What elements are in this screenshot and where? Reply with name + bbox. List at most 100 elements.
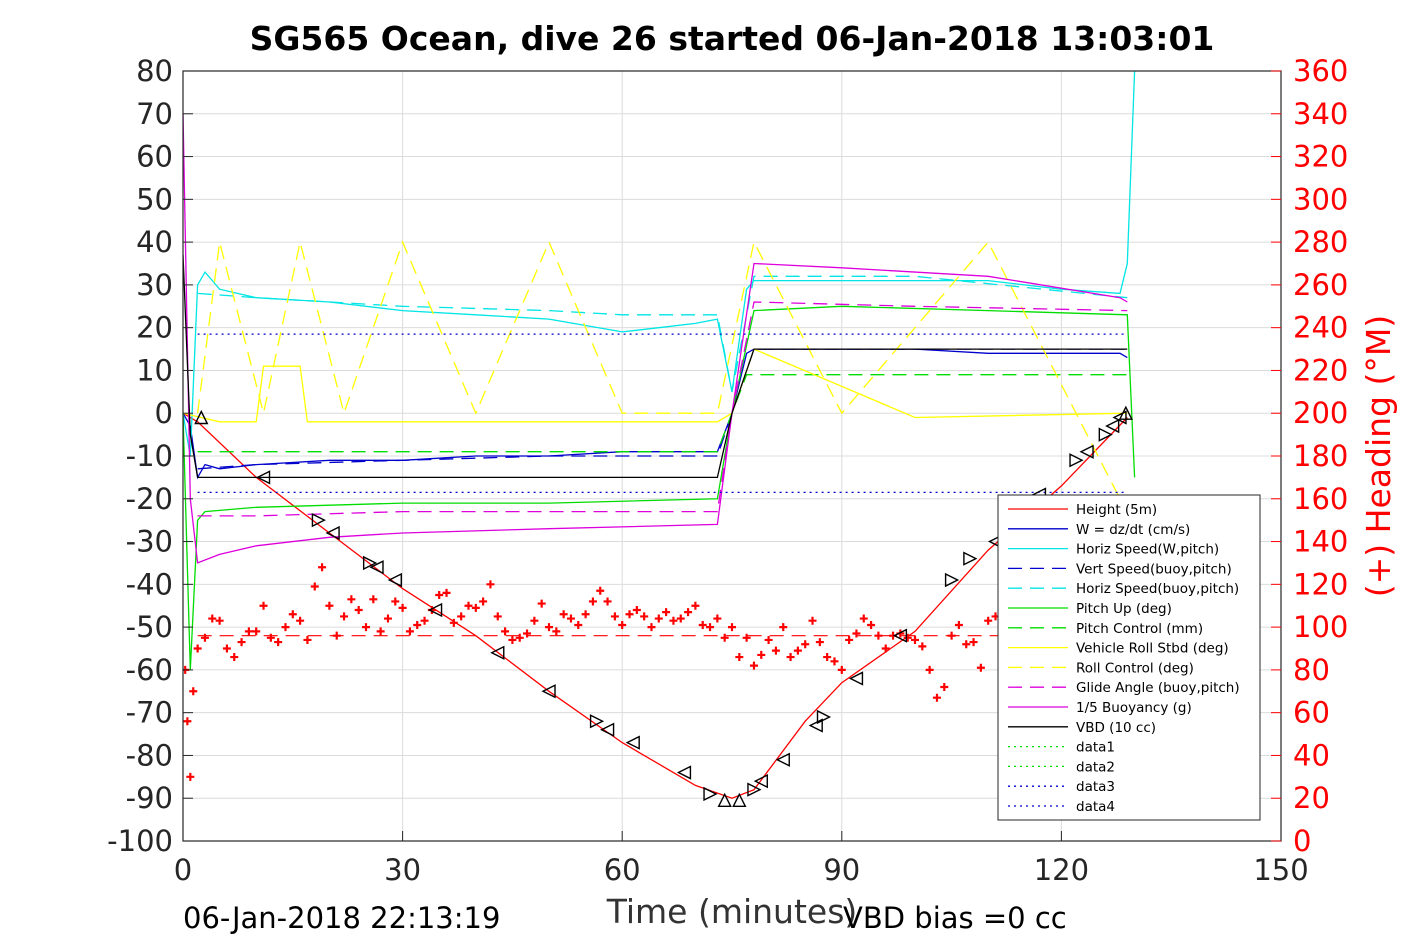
legend-label: Pitch Up (deg)	[1076, 601, 1172, 617]
heading-marker	[984, 616, 993, 625]
heading-marker	[405, 627, 414, 636]
heading-marker	[647, 623, 656, 632]
x-tick-label: 120	[1034, 853, 1089, 887]
y-tick-label: -60	[126, 653, 173, 687]
heading-marker	[347, 595, 356, 604]
vertex-marker-left	[599, 722, 615, 737]
heading-marker	[618, 620, 627, 629]
y-right-tick-label: 220	[1293, 353, 1348, 387]
series-line-8	[196, 240, 1121, 500]
x-axis-label: Time (minutes)	[606, 892, 858, 931]
y-tick-label: 40	[136, 225, 173, 259]
heading-marker	[281, 623, 290, 632]
vertex-marker-up	[717, 792, 732, 808]
heading-marker	[720, 633, 729, 642]
y-tick-label: 0	[155, 396, 173, 430]
legend: Height (5m) W = dz/dt (cm/s) Horiz Speed(W…	[997, 494, 1261, 821]
legend-label: Glide Angle (buoy,pitch)	[1076, 680, 1240, 696]
legend-label: Roll Control (deg)	[1076, 660, 1194, 676]
vertex-marker-left	[490, 645, 505, 660]
y-right-tick-label: 140	[1293, 525, 1348, 559]
vertex-marker-left	[753, 773, 768, 789]
footer-vbd-bias: VBD bias =0 cc	[843, 901, 1067, 935]
vertex-marker-left	[892, 628, 908, 643]
heading-marker	[918, 642, 927, 651]
heading-marker	[706, 623, 715, 632]
heading-marker	[728, 623, 736, 632]
heading-marker	[332, 631, 341, 640]
heading-marker	[274, 638, 283, 647]
heading-marker	[413, 620, 422, 629]
y-right-tick-label: 160	[1293, 482, 1348, 516]
heading-marker	[903, 633, 912, 642]
vertex-marker-left	[541, 684, 556, 699]
heading-marker	[183, 717, 192, 726]
legend-label: Vehicle Roll Stbd (deg)	[1076, 641, 1229, 657]
heading-marker	[962, 640, 971, 649]
heading-marker	[244, 627, 253, 636]
heading-marker	[742, 633, 751, 642]
heading-markers	[183, 563, 1000, 781]
heading-marker	[391, 597, 400, 606]
legend-label: VBD (10 cc)	[1076, 720, 1156, 736]
y-tick-label: 80	[136, 54, 173, 88]
heading-marker	[640, 612, 649, 621]
heading-marker	[845, 635, 854, 644]
y-tick-label: -70	[126, 696, 173, 730]
y-right-tick-label: 340	[1293, 97, 1348, 131]
vertex-marker-left	[1105, 418, 1120, 434]
heading-marker	[486, 580, 495, 589]
vertex-marker-right	[963, 551, 978, 566]
y-right-tick-label: 180	[1293, 439, 1348, 473]
vertex-marker-right	[703, 786, 718, 802]
heading-marker	[932, 693, 941, 702]
x-axis-ticks: 0 30 60 90 120 150	[174, 831, 1309, 887]
legend-label: data4	[1076, 799, 1115, 815]
heading-marker	[230, 653, 239, 662]
y-right-tick-label: 20	[1293, 781, 1330, 815]
vertex-marker-left	[427, 602, 443, 618]
vertex-marker-left	[1079, 444, 1094, 459]
heading-marker	[779, 623, 788, 632]
vertex-marker-up	[194, 409, 209, 425]
heading-marker	[303, 635, 312, 644]
heading-marker	[266, 633, 275, 642]
x-tick-label: 150	[1253, 853, 1308, 887]
y-tick-label: 20	[136, 311, 173, 345]
legend-label: 1/5 Buoyancy (g)	[1076, 700, 1192, 716]
legend-label: Horiz Speed(W,pitch)	[1076, 542, 1219, 558]
y-tick-label: -100	[107, 824, 173, 858]
y-tick-label: -80	[126, 738, 173, 772]
heading-marker	[749, 661, 758, 670]
y-right-tick-label: 60	[1293, 696, 1330, 730]
y-right-tick-label: 260	[1293, 268, 1348, 302]
x-tick-label: 0	[174, 853, 192, 887]
heading-marker	[786, 653, 795, 662]
vertex-marker-up	[732, 792, 747, 808]
y-right-tick-label: 200	[1293, 396, 1348, 430]
y-tick-label: 10	[136, 353, 173, 387]
heading-marker	[559, 610, 568, 619]
heading-marker	[449, 618, 458, 627]
heading-marker	[215, 616, 224, 625]
heading-marker	[830, 657, 839, 666]
heading-marker	[801, 640, 810, 649]
heading-marker	[574, 620, 583, 629]
y-axis-left-ticks: 80 70 60 50 40 30 20 10 0 -10 -20 -30 -40 -50 -60 -70 -8…	[107, 54, 193, 858]
heading-marker	[193, 644, 202, 653]
x-tick-label: 60	[604, 853, 641, 887]
y-right-tick-label: 80	[1293, 653, 1330, 687]
y-tick-label: -90	[126, 781, 173, 815]
y-right-tick-label: 320	[1293, 140, 1348, 174]
heading-marker	[632, 606, 641, 614]
y-right-tick-label: 0	[1293, 824, 1311, 858]
heading-marker	[771, 646, 780, 655]
heading-marker	[471, 603, 480, 612]
heading-marker	[823, 653, 832, 662]
heading-marker	[354, 606, 363, 614]
heading-marker	[288, 610, 297, 619]
heading-marker	[383, 614, 392, 623]
y-right-tick-label: 120	[1293, 567, 1348, 601]
heading-marker	[435, 591, 444, 600]
